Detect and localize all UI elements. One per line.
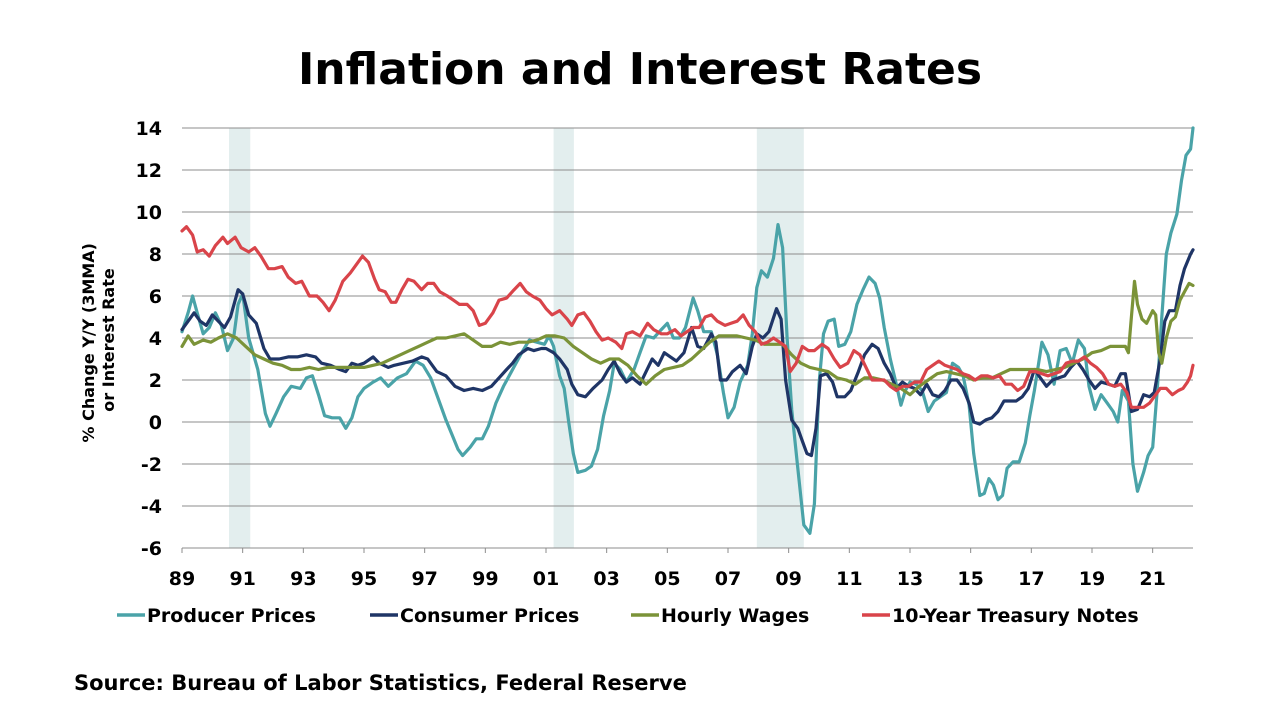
source-note: Source: Bureau of Labor Statistics, Fede… <box>74 671 687 695</box>
x-tick-label: 91 <box>229 568 255 590</box>
chart-title: Inflation and Interest Rates <box>297 44 983 95</box>
y-tick-label: 12 <box>136 160 162 182</box>
y-axis-label-line-1: % Change Y/Y (3MMA) <box>79 243 98 442</box>
series-line-hourly-wages <box>180 279 1195 397</box>
legend-label: Consumer Prices <box>400 605 579 627</box>
x-tick-label: 03 <box>593 568 619 590</box>
x-tick-label: 05 <box>654 568 680 590</box>
y-axis-label-line-2: or Interest Rate <box>99 268 118 412</box>
x-tick-label: 95 <box>351 568 377 590</box>
legend-item: Producer Prices <box>117 605 316 627</box>
y-tick-label: 2 <box>149 370 162 392</box>
y-tick-label: 4 <box>149 328 162 350</box>
x-tick-label: 19 <box>1079 568 1105 590</box>
x-tick-label: 21 <box>1139 568 1165 590</box>
series-lines <box>180 126 1195 535</box>
x-tick-label: 97 <box>411 568 437 590</box>
x-tick-label: 15 <box>957 568 983 590</box>
y-axis-label: % Change Y/Y (3MMA) or Interest Rate <box>79 238 118 443</box>
x-tick-label: 13 <box>897 568 923 590</box>
x-tick-label: 89 <box>169 568 195 590</box>
y-tick-label: 0 <box>149 412 162 434</box>
legend: Producer Prices Consumer Prices Hourly Wag… <box>117 605 1139 627</box>
legend-label: 10-Year Treasury Notes <box>892 605 1139 627</box>
y-tick-label: 8 <box>149 244 162 266</box>
x-tick-label: 01 <box>533 568 559 590</box>
y-tick-label: -6 <box>141 538 162 560</box>
x-tick-label: 99 <box>472 568 498 590</box>
axes: -6 -4 -2 0 2 4 6 8 10 12 14 89 91 93 95 97 99 01 03 05 07 09 1… <box>136 118 1166 590</box>
x-tick-label: 09 <box>775 568 801 590</box>
y-tick-label: -2 <box>141 454 162 476</box>
x-tick-label: 11 <box>836 568 862 590</box>
legend-label: Producer Prices <box>147 605 316 627</box>
series-line-10-year-treasury-notes <box>180 225 1195 409</box>
series-line-consumer-prices <box>180 248 1195 458</box>
series-line-producer-prices <box>180 126 1195 535</box>
y-tick-label: -4 <box>141 496 162 518</box>
legend-item: 10-Year Treasury Notes <box>862 605 1139 627</box>
legend-item: Consumer Prices <box>370 605 579 627</box>
x-tick-label: 17 <box>1018 568 1044 590</box>
legend-item: Hourly Wages <box>631 605 809 627</box>
y-tick-label: 10 <box>136 202 162 224</box>
legend-label: Hourly Wages <box>661 605 809 627</box>
y-tick-label: 6 <box>149 286 162 308</box>
x-tick-label: 93 <box>290 568 316 590</box>
y-tick-label: 14 <box>136 118 162 140</box>
x-tick-label: 07 <box>715 568 741 590</box>
